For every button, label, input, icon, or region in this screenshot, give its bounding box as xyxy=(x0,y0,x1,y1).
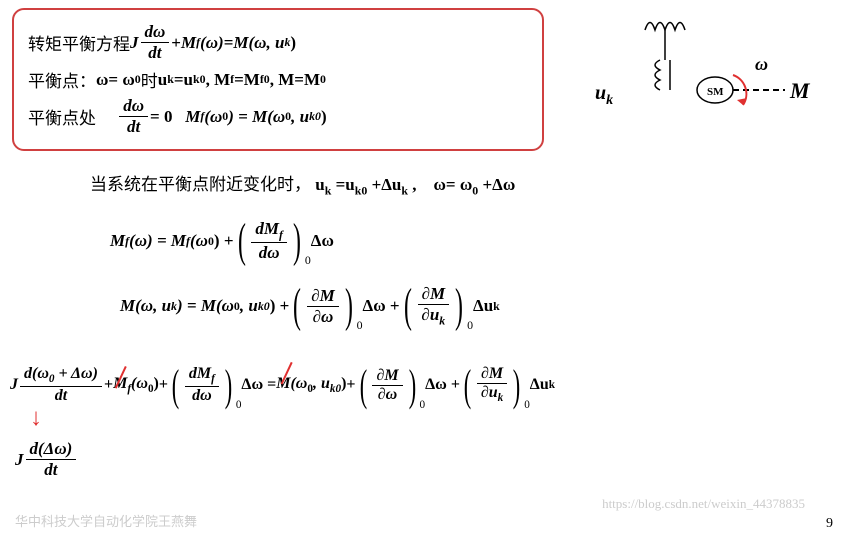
watermark-right: https://blog.csdn.net/weixin_44378835 xyxy=(602,496,805,512)
eq-full: J d(ω0 + Δω)dt + Mf(ω0) + (dMfdω)0 Δω = … xyxy=(10,359,555,411)
crossed-mf: Mf(ω0) xyxy=(113,375,159,395)
eq-reduced: J d(Δω)dt xyxy=(15,439,78,480)
mid-text: 当系统在平衡点附近变化时， uk =uk0 +Δuk , ω= ω0 +Δω xyxy=(90,170,515,198)
watermark-left: 华中科技大学自动化学院王燕舞 xyxy=(15,511,197,530)
line2: 平衡点： ω= ω0 时 uk =uk0 , Mf =Mf0 , M=M0 xyxy=(28,67,528,92)
page-number: 9 xyxy=(826,516,833,532)
line1: 转矩平衡方程 J dωdt + Mf (ω) = M(ω, uk) xyxy=(28,22,528,63)
line3: 平衡点处 dωdt = 0 Mf (ω0 ) = M(ω0 , uk0 ) xyxy=(28,96,528,137)
svg-text:SM: SM xyxy=(707,86,724,98)
red-arrow-icon: ↓ xyxy=(30,405,42,432)
eq-m-taylor: M(ω, uk ) = M(ω0 , uk0 ) + (∂M∂ω)0 Δω + … xyxy=(120,279,500,333)
crossed-m: M(ω0, uk0) xyxy=(276,375,346,395)
svg-text:M: M xyxy=(789,78,811,103)
equation-box: 转矩平衡方程 J dωdt + Mf (ω) = M(ω, uk) 平衡点： ω… xyxy=(12,8,544,151)
svg-text:ω: ω xyxy=(755,54,768,74)
eq-mf-taylor: Mf (ω) = Mf (ω0 ) + (dMfdω)0 Δω xyxy=(110,214,334,268)
circuit-diagram: SM ω M uk xyxy=(625,10,825,145)
